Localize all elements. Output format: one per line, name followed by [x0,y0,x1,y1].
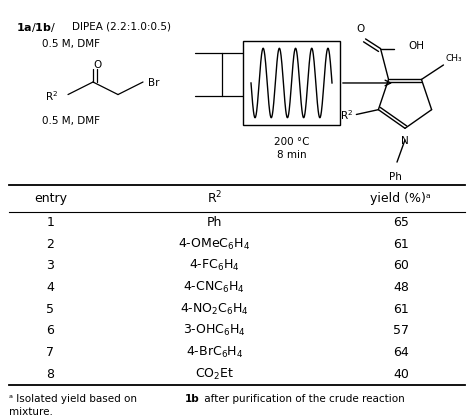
Text: mixture.: mixture. [9,407,54,417]
Text: ᵃ Isolated yield based on: ᵃ Isolated yield based on [9,394,141,404]
Text: CO$_2$Et: CO$_2$Et [195,367,234,382]
Text: 57: 57 [393,324,409,337]
Text: 61: 61 [393,238,409,251]
Text: yield (%)ᵃ: yield (%)ᵃ [371,192,431,205]
Text: 8: 8 [46,368,55,381]
Text: 61: 61 [393,303,409,315]
Text: 200 °C: 200 °C [274,137,309,147]
Text: Ph: Ph [389,172,401,182]
Text: 0.5 M, DMF: 0.5 M, DMF [42,116,100,126]
Text: 1: 1 [46,216,55,229]
Text: DIPEA (2.2:1.0:0.5): DIPEA (2.2:1.0:0.5) [72,21,171,31]
Text: after purification of the crude reaction: after purification of the crude reaction [201,394,405,404]
Text: 60: 60 [393,259,409,272]
Text: Br: Br [148,78,159,88]
Text: 64: 64 [393,346,409,359]
Text: Ph: Ph [207,216,222,229]
Text: 5: 5 [46,303,55,315]
Text: 1b: 1b [185,394,200,404]
Text: 65: 65 [393,216,409,229]
Text: 4: 4 [46,281,55,294]
Text: 2: 2 [46,238,55,251]
Text: 8 min: 8 min [277,150,306,160]
Text: 4-FC$_6$H$_4$: 4-FC$_6$H$_4$ [189,258,240,273]
Text: O: O [356,24,365,34]
Text: $\mathbf{1a}$/$\mathbf{1b}$/: $\mathbf{1a}$/$\mathbf{1b}$/ [16,21,56,34]
Text: CH₃: CH₃ [446,54,462,63]
Text: R$^2$: R$^2$ [340,108,354,122]
Text: OH: OH [409,41,425,51]
Text: 3-OHC$_6$H$_4$: 3-OHC$_6$H$_4$ [183,323,246,339]
Text: O: O [93,60,101,70]
Text: 6: 6 [46,324,55,337]
Text: entry: entry [34,192,67,205]
Text: 48: 48 [393,281,409,294]
Text: 7: 7 [46,346,55,359]
Text: R$^2$: R$^2$ [45,89,58,103]
Text: 0.5 M, DMF: 0.5 M, DMF [42,39,100,49]
Bar [243,40,340,126]
Text: 40: 40 [393,368,409,381]
Text: N: N [401,136,409,146]
Text: 4-NO$_2$C$_6$H$_4$: 4-NO$_2$C$_6$H$_4$ [180,302,249,317]
Text: 3: 3 [46,259,55,272]
Text: 4-OMeC$_6$H$_4$: 4-OMeC$_6$H$_4$ [178,236,250,252]
Text: 4-BrC$_6$H$_4$: 4-BrC$_6$H$_4$ [185,345,243,360]
Text: R$^2$: R$^2$ [207,190,222,206]
Text: 4-CNC$_6$H$_4$: 4-CNC$_6$H$_4$ [183,280,245,295]
